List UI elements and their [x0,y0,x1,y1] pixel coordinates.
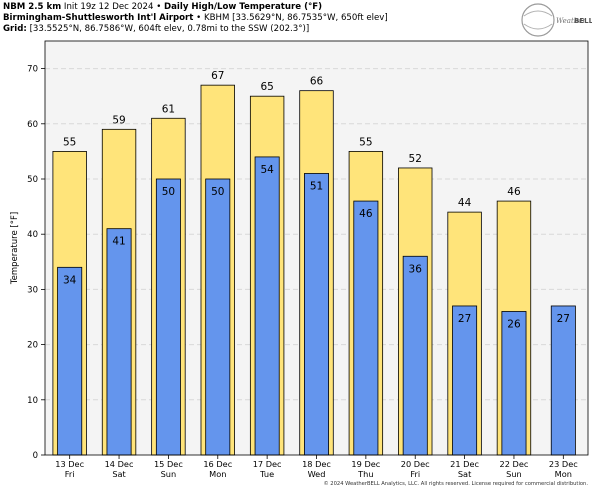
low-bar [106,228,132,456]
model-name: NBM 2.5 km [3,2,62,12]
high-value-label: 66 [310,76,324,88]
y-tick-label: 0 [33,451,38,461]
x-tick-day: Thu [357,469,373,479]
x-tick-date: 18 Dec [302,459,331,469]
y-tick-label: 70 [27,65,38,75]
logo-text-bell: BELL [574,17,592,25]
x-tick-day: Fri [410,469,420,479]
x-tick-date: 17 Dec [253,459,282,469]
low-value-label: 34 [63,274,77,286]
y-tick-label: 60 [27,120,38,130]
x-tick-day: Sat [112,469,126,479]
x-tick-date: 19 Dec [351,459,380,469]
low-bar [254,156,280,456]
low-bar [550,305,576,456]
header-line-3: Grid: [33.5525°N, 86.7586°W, 604ft elev,… [3,24,309,35]
x-tick-date: 22 Dec [500,459,529,469]
high-value-label: 61 [162,103,175,115]
low-value-label: 46 [359,208,373,220]
x-tick-date: 16 Dec [203,459,232,469]
bars: 55 34 59 41 61 50 67 50 65 54 66 51 55 46 52 36 44 27 46 26… [52,70,576,456]
header-line-1: NBM 2.5 km Init 19z 12 Dec 2024 • Daily … [3,2,322,13]
low-bar [57,266,83,456]
init-time: Init 19z 12 Dec 2024 [63,2,154,12]
x-tick-date: 20 Dec [401,459,430,469]
station-info: KBHM [33.5629°N, 86.7535°W, 650ft elev] [203,13,388,23]
high-value-label: 46 [507,186,521,198]
y-tick-label: 20 [27,341,38,351]
low-bar [205,178,231,456]
x-tick-date: 14 Dec [105,459,134,469]
station-name: Birmingham-Shuttlesworth Int'l Airport [3,13,194,23]
y-tick-label: 40 [27,230,38,240]
high-value-label: 52 [409,153,422,165]
low-value-label: 41 [112,236,125,248]
x-tick-date: 15 Dec [154,459,183,469]
x-tick-day: Sat [458,469,472,479]
logo-text-weather: Weather [556,17,586,25]
y-tick-label: 10 [27,396,38,406]
low-value-label: 50 [162,186,175,198]
header-line-2: Birmingham-Shuttlesworth Int'l Airport •… [3,13,388,24]
low-bar [402,255,428,456]
copyright-notice: © 2024 WeatherBELL Analytics, LLC. All r… [323,481,588,487]
high-value-label: 59 [112,114,125,126]
low-bar [155,178,181,456]
x-tick-day: Tue [259,469,274,479]
x-tick-day: Sun [161,469,177,479]
x-tick-day: Sun [506,469,522,479]
high-value-label: 55 [63,136,76,148]
x-tick-day: Fri [65,469,75,479]
low-value-label: 50 [211,186,224,198]
y-tick-label: 30 [27,285,38,295]
separator: • [196,13,202,23]
high-value-label: 55 [359,136,372,148]
high-value-label: 65 [260,81,273,93]
low-value-label: 36 [409,263,423,275]
low-value-label: 26 [507,318,521,330]
low-value-label: 51 [310,180,323,192]
grid-label: Grid: [3,24,27,34]
y-axis-label: Temperature [°F] [10,212,20,285]
x-tick-date: 23 Dec [549,459,578,469]
low-value-label: 54 [260,164,274,176]
y-tick-label: 50 [27,175,38,185]
low-value-label: 27 [557,313,570,325]
low-value-label: 27 [458,313,471,325]
x-tick-date: 21 Dec [450,459,479,469]
x-tick-day: Wed [308,469,326,479]
x-tick-day: Mon [209,469,226,479]
high-value-label: 67 [211,70,224,82]
grid-info: [33.5525°N, 86.7586°W, 604ft elev, 0.78m… [29,24,310,34]
weatherbell-logo-icon: Weather BELL [521,3,592,37]
low-bar [452,305,478,456]
x-tick-day: Mon [555,469,572,479]
low-bar [501,311,527,456]
low-bar [353,200,379,456]
chart-title: Daily High/Low Temperature (°F) [164,2,323,12]
separator: • [156,2,162,12]
high-value-label: 44 [458,197,472,209]
low-bar [304,173,329,456]
x-tick-date: 13 Dec [55,459,84,469]
